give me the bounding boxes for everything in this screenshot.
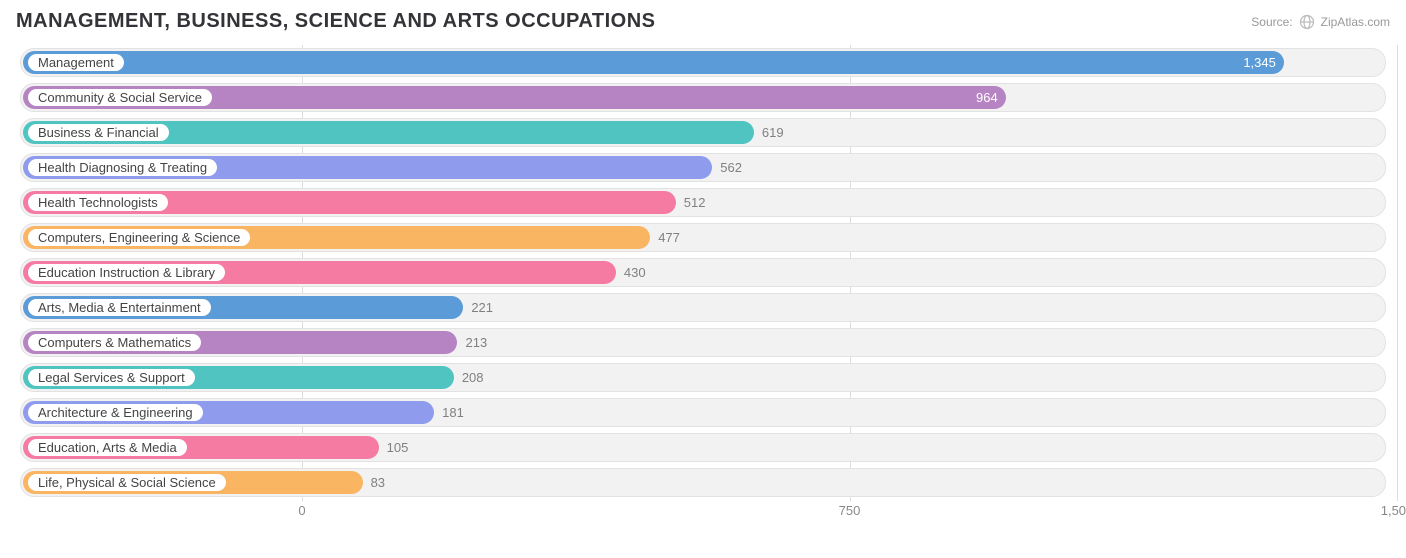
x-axis-tick: 1,500	[1381, 503, 1406, 518]
bar-row: Health Technologists 512	[16, 185, 1390, 220]
gridline	[1397, 45, 1398, 501]
bar-category-label: Life, Physical & Social Science	[28, 474, 226, 491]
bar-category-label: Architecture & Engineering	[28, 404, 203, 421]
bar-category-label: Arts, Media & Entertainment	[28, 299, 211, 316]
plot: Management1,345Community & Social Servic…	[16, 45, 1390, 523]
bar-category-label: Health Technologists	[28, 194, 168, 211]
header-row: MANAGEMENT, BUSINESS, SCIENCE AND ARTS O…	[16, 10, 1390, 33]
bar-row: Architecture & Engineering 181	[16, 395, 1390, 430]
bar-category-label: Business & Financial	[28, 124, 169, 141]
bar-category-label: Community & Social Service	[28, 89, 212, 106]
chart-title: MANAGEMENT, BUSINESS, SCIENCE AND ARTS O…	[16, 10, 655, 33]
bar-row: Arts, Media & Entertainment 221	[16, 290, 1390, 325]
bars-group: Management1,345Community & Social Servic…	[16, 45, 1390, 501]
bar-value-label: 964	[976, 80, 998, 115]
bar-category-label: Education, Arts & Media	[28, 439, 187, 456]
x-axis-labels: 07501,500	[16, 501, 1390, 523]
bar-row: Computers & Mathematics 213	[16, 325, 1390, 360]
bar-value-label: 213	[465, 325, 487, 360]
bar-value-label: 83	[371, 465, 385, 500]
bar-category-label: Education Instruction & Library	[28, 264, 225, 281]
bar-row: Health Diagnosing & Treating 562	[16, 150, 1390, 185]
bar-value-label: 181	[442, 395, 464, 430]
bar-category-label: Health Diagnosing & Treating	[28, 159, 217, 176]
source-label: Source:	[1251, 15, 1292, 29]
source-attribution: Source: ZipAtlas.com	[1251, 10, 1390, 30]
x-axis-tick: 750	[839, 503, 861, 518]
bar-category-label: Computers, Engineering & Science	[28, 229, 250, 246]
bar-value-label: 208	[462, 360, 484, 395]
bar-row: Business & Financial 619	[16, 115, 1390, 150]
globe-icon	[1299, 14, 1315, 30]
chart-area: Management1,345Community & Social Servic…	[16, 45, 1390, 523]
x-axis-tick: 0	[298, 503, 305, 518]
bar-row: Computers, Engineering & Science 477	[16, 220, 1390, 255]
bar-row: Education Instruction & Library 430	[16, 255, 1390, 290]
bar-value-label: 477	[658, 220, 680, 255]
bar-row: Legal Services & Support 208	[16, 360, 1390, 395]
source-name: ZipAtlas.com	[1321, 15, 1390, 29]
bar-value-label: 105	[387, 430, 409, 465]
bar-row: Education, Arts & Media 105	[16, 430, 1390, 465]
bar-value-label: 512	[684, 185, 706, 220]
bar-category-label: Management	[28, 54, 124, 71]
bar-value-label: 430	[624, 255, 646, 290]
bar-category-label: Computers & Mathematics	[28, 334, 201, 351]
bar-row: Management 1,345	[16, 45, 1390, 80]
bar-row: Life, Physical & Social Science 83	[16, 465, 1390, 500]
bar-category-label: Legal Services & Support	[28, 369, 195, 386]
bar-value-label: 1,345	[1243, 45, 1276, 80]
bar-value-label: 619	[762, 115, 784, 150]
bar-fill	[23, 51, 1284, 74]
bar-value-label: 221	[471, 290, 493, 325]
bar-value-label: 562	[720, 150, 742, 185]
bar-row: Community & Social Service 964	[16, 80, 1390, 115]
chart-container: MANAGEMENT, BUSINESS, SCIENCE AND ARTS O…	[0, 0, 1406, 558]
